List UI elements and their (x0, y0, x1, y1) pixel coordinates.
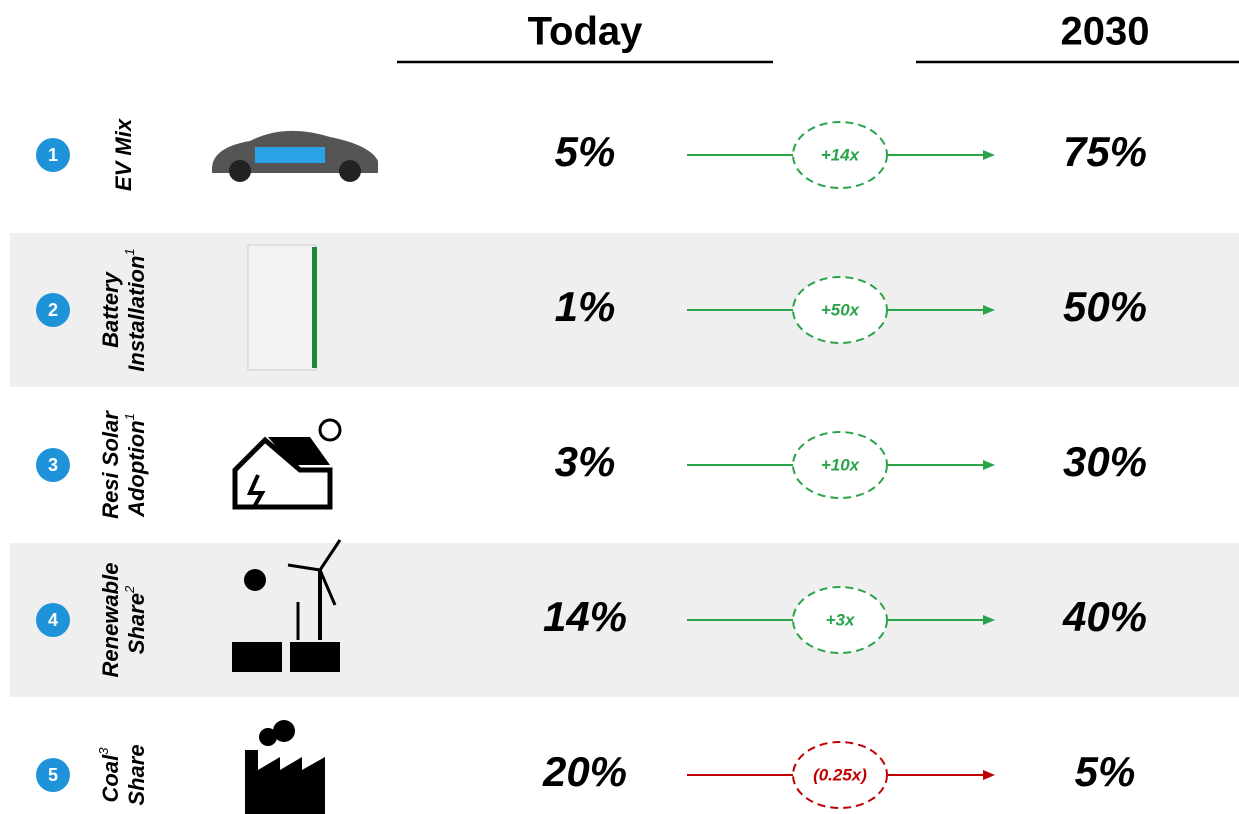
row-label: Share2 (122, 585, 149, 654)
icon-shape (255, 147, 325, 163)
future-value: 50% (1063, 283, 1147, 330)
row-badge (36, 448, 70, 482)
row: 4 Renewable Share2 14% +3x 40% (10, 539, 1239, 697)
row-label-text: Coal (98, 754, 123, 803)
change-value: +3x (826, 610, 856, 629)
row-label: Battery (98, 270, 123, 348)
row-label-text: Installation (124, 256, 149, 372)
row-number: 1 (48, 145, 58, 165)
future-value: 40% (1062, 593, 1147, 640)
row-label: Adoption1 (122, 413, 149, 518)
row-number: 5 (48, 765, 58, 785)
icon-shape (232, 642, 282, 672)
row-label: Installation1 (122, 248, 149, 371)
row: 2 Battery Installation1 1% +50x 50% (10, 233, 1239, 387)
row: 1 EV Mix 5% +14x 75% (36, 118, 1147, 191)
change-bubble (792, 741, 888, 809)
row-number: 2 (48, 300, 58, 320)
icon-shape (290, 642, 340, 672)
arrow-head (983, 460, 995, 470)
icon-shape (245, 750, 325, 814)
row-label-text: Share (124, 593, 149, 654)
future-value: 30% (1063, 438, 1147, 485)
row-label: Renewable (98, 563, 123, 678)
arrow-head (983, 305, 995, 315)
future-value: 5% (1075, 748, 1136, 795)
today-value: 5% (555, 128, 616, 175)
row-badge (36, 293, 70, 327)
footnote-mark: 1 (122, 413, 137, 420)
row-label: Resi Solar (98, 410, 123, 519)
row-label-text: Resi Solar (98, 410, 123, 519)
change-value: (0.25x) (813, 765, 867, 784)
row-badge (36, 138, 70, 172)
row-label-text: Share (124, 744, 149, 805)
change-value: +14x (821, 145, 861, 164)
row-label-text: EV Mix (111, 118, 136, 191)
change-bubble (792, 431, 888, 499)
row-label: EV Mix (111, 118, 136, 191)
header-future: 2030 (1061, 10, 1150, 54)
icon-shape (246, 474, 266, 508)
icon-shape (312, 247, 317, 368)
row-number: 4 (48, 610, 58, 630)
row-badge (36, 603, 70, 637)
row-label-text: Renewable (98, 563, 123, 678)
today-value: 14% (543, 593, 627, 640)
arrow-head (983, 770, 995, 780)
row-band (10, 543, 1239, 697)
icon-shape (273, 720, 295, 742)
change-bubble (792, 121, 888, 189)
icon-shape (229, 160, 251, 182)
icon-shape (339, 160, 361, 182)
today-value: 3% (555, 438, 616, 485)
change-value: +10x (821, 455, 861, 474)
row: 5 Coal3 Share 20% (0.25x) 5% (36, 720, 1135, 814)
change-bubble (792, 586, 888, 654)
icon-shape (268, 437, 330, 465)
row-label-text: Adoption (124, 420, 149, 518)
row-label-text: Battery (98, 270, 123, 348)
row-label: Coal3 (96, 747, 123, 803)
header-today: Today (528, 10, 644, 54)
future-value: 75% (1063, 128, 1147, 175)
arrow-head (983, 150, 995, 160)
change-value: +50x (821, 300, 861, 319)
icon-shape (247, 244, 317, 371)
row-badge (36, 758, 70, 792)
row: 3 Resi Solar Adoption1 3% +10x 30% (36, 410, 1147, 519)
icon-shape (232, 436, 333, 510)
today-value: 1% (555, 283, 616, 330)
arrow-head (983, 615, 995, 625)
row-number: 3 (48, 455, 58, 475)
icon-shape (287, 539, 342, 606)
today-value: 20% (542, 748, 627, 795)
icon-shape (259, 728, 277, 746)
row-label: Share (124, 744, 149, 805)
footnote-mark: 2 (122, 585, 137, 594)
footnote-mark: 3 (96, 747, 111, 755)
icon-shape (318, 418, 342, 442)
row-band (10, 233, 1239, 387)
footnote-mark: 1 (122, 248, 137, 255)
change-bubble (792, 276, 888, 344)
icon-shape (244, 569, 266, 591)
